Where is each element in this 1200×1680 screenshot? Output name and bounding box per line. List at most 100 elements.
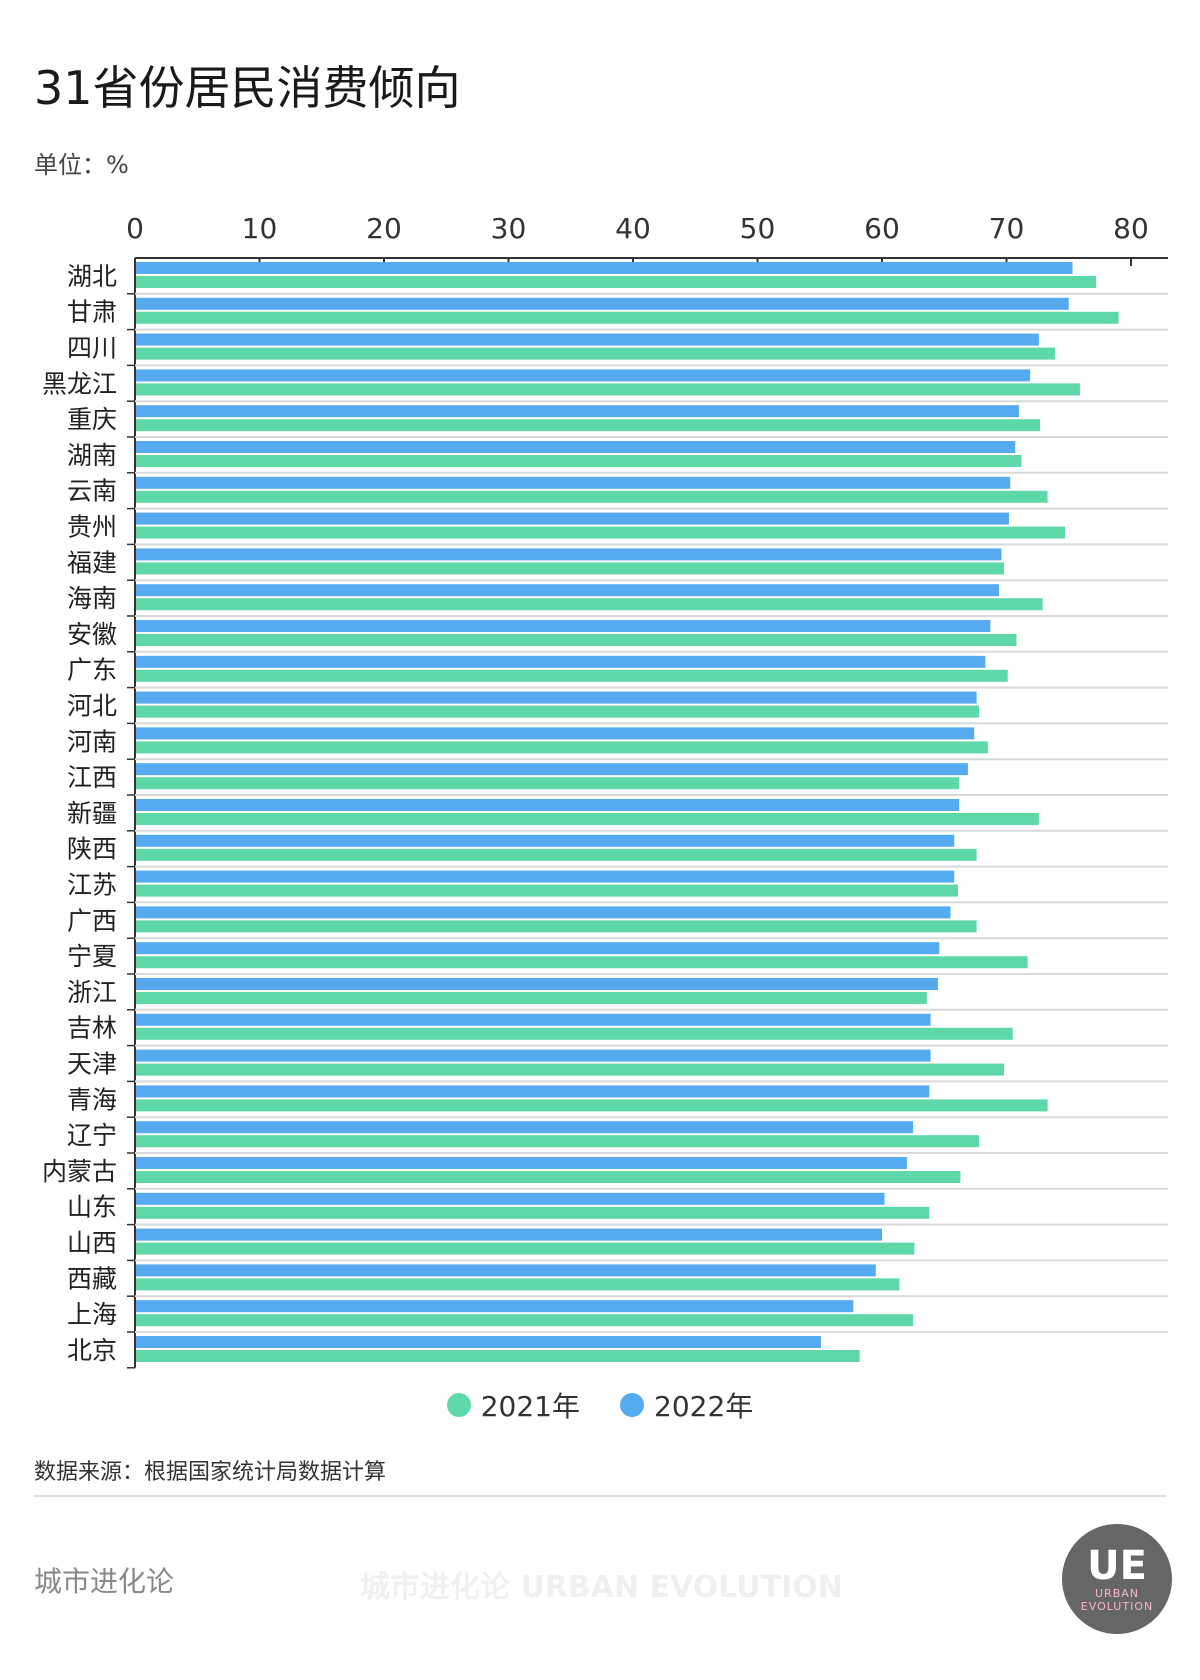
x-tick-label: 50 xyxy=(740,212,776,245)
category-label: 海南 xyxy=(67,584,117,613)
bar-2021 xyxy=(136,455,1022,467)
bar-2021 xyxy=(136,992,927,1004)
bar-2021 xyxy=(136,383,1080,396)
bar-2021 xyxy=(136,705,980,718)
category-label: 山西 xyxy=(67,1229,117,1258)
bar-2021 xyxy=(136,1171,961,1183)
bar-2021 xyxy=(136,920,977,933)
category-label: 湖南 xyxy=(67,441,117,470)
bar-2021 xyxy=(136,598,1043,611)
bar-2021 xyxy=(136,1135,980,1148)
bar-2022 xyxy=(136,799,960,811)
category-label: 重庆 xyxy=(67,405,117,434)
category-label: 贵州 xyxy=(67,513,117,542)
chart-title: 31省份居民消费倾向 xyxy=(34,61,461,115)
bar-2022 xyxy=(136,512,1009,525)
x-tick-label: 30 xyxy=(491,212,527,245)
logo-subtext: URBAN EVOLUTION xyxy=(1080,1587,1154,1613)
x-tick-label: 0 xyxy=(126,212,144,245)
category-label: 甘肃 xyxy=(67,298,117,327)
bar-2021 xyxy=(136,1242,915,1255)
bar-2022 xyxy=(136,1085,930,1098)
bar-2021 xyxy=(136,1278,900,1291)
legend-dot-2021 xyxy=(446,1393,471,1417)
x-tick-label: 20 xyxy=(366,212,402,245)
bar-2022 xyxy=(136,1228,882,1241)
brand-name: 城市进化论 xyxy=(34,1565,175,1598)
bar-2021 xyxy=(136,1099,1048,1112)
bar-2021 xyxy=(136,276,1097,288)
bar-2022 xyxy=(136,1121,914,1134)
bar-2022 xyxy=(136,906,951,919)
legend-label-2022: 2022年 xyxy=(654,1390,754,1423)
bar-2021 xyxy=(136,956,1028,969)
bar-2022 xyxy=(136,476,1011,489)
category-label: 青海 xyxy=(67,1085,117,1114)
bar-2022 xyxy=(136,691,977,704)
bar-2021 xyxy=(136,777,960,790)
category-label: 吉林 xyxy=(67,1014,117,1043)
bar-2021 xyxy=(136,490,1048,503)
bar-2021 xyxy=(136,562,1005,575)
bar-2021 xyxy=(136,741,988,754)
bar-2022 xyxy=(136,942,940,955)
category-label: 福建 xyxy=(67,548,117,577)
bar-2021 xyxy=(136,669,1008,682)
bar-2022 xyxy=(136,620,991,632)
category-label: 湖北 xyxy=(67,262,117,291)
x-tick-label: 80 xyxy=(1113,212,1149,245)
bar-2022 xyxy=(136,584,1000,597)
bar-2022 xyxy=(136,1013,931,1026)
logo-text: UE xyxy=(1087,1543,1147,1589)
bar-2022 xyxy=(136,1192,885,1205)
category-label: 辽宁 xyxy=(67,1121,117,1150)
category-label: 陕西 xyxy=(67,835,117,864)
bar-2021 xyxy=(136,347,1056,360)
category-label: 西藏 xyxy=(67,1264,117,1293)
bar-2021 xyxy=(136,1314,914,1327)
category-label: 山东 xyxy=(67,1193,117,1222)
category-label: 北京 xyxy=(67,1336,117,1365)
data-source: 数据来源：根据国家统计局数据计算 xyxy=(34,1460,387,1485)
bar-2022 xyxy=(136,441,1016,453)
brand-logo: UE URBAN EVOLUTION xyxy=(1062,1524,1172,1634)
bar-2021 xyxy=(136,419,1041,432)
legend-item-2022[interactable]: 2022年 xyxy=(620,1385,753,1425)
category-label: 内蒙古 xyxy=(42,1157,117,1186)
bar-chart: 0 10 20 30 40 50 60 70 80 湖北甘肃四川黑龙江重庆湖南云南贵州福建海南安徽… xyxy=(42,212,1168,1369)
legend-label-2021: 2021年 xyxy=(480,1390,580,1423)
bar-2021 xyxy=(136,884,958,897)
bar-2022 xyxy=(136,1300,854,1313)
category-label: 宁夏 xyxy=(67,942,117,971)
legend-dot-2022 xyxy=(620,1393,644,1417)
bar-2021 xyxy=(136,1027,1013,1040)
bar-2021 xyxy=(136,1350,860,1362)
bar-2022 xyxy=(136,870,955,883)
category-label: 河北 xyxy=(67,692,117,721)
bar-2022 xyxy=(136,262,1073,274)
category-label: 上海 xyxy=(67,1300,117,1329)
category-label: 河南 xyxy=(67,727,117,756)
legend-item-2021[interactable]: 2021年 xyxy=(446,1385,580,1425)
x-tick-label: 10 xyxy=(242,212,278,245)
x-tick-label: 60 xyxy=(864,212,900,245)
bar-2022 xyxy=(136,333,1039,346)
bar-2022 xyxy=(136,1049,931,1062)
bar-2022 xyxy=(136,655,986,668)
unit-label: 单位：% xyxy=(34,151,129,179)
bar-2022 xyxy=(136,763,968,776)
category-label: 江苏 xyxy=(67,871,117,900)
category-label: 浙江 xyxy=(67,978,117,1007)
category-label: 黑龙江 xyxy=(42,369,117,398)
bar-2022 xyxy=(136,548,1002,561)
category-label: 安徽 xyxy=(67,620,117,649)
x-tick-label: 40 xyxy=(615,212,651,245)
bar-2021 xyxy=(136,526,1066,539)
bar-2022 xyxy=(136,978,939,990)
category-label: 广西 xyxy=(67,906,117,935)
category-label: 四川 xyxy=(67,334,117,363)
bar-2021 xyxy=(136,1206,930,1219)
watermark: 城市进化论 URBAN EVOLUTION xyxy=(360,1570,843,1605)
bar-2021 xyxy=(136,848,977,861)
bar-2022 xyxy=(136,727,975,740)
